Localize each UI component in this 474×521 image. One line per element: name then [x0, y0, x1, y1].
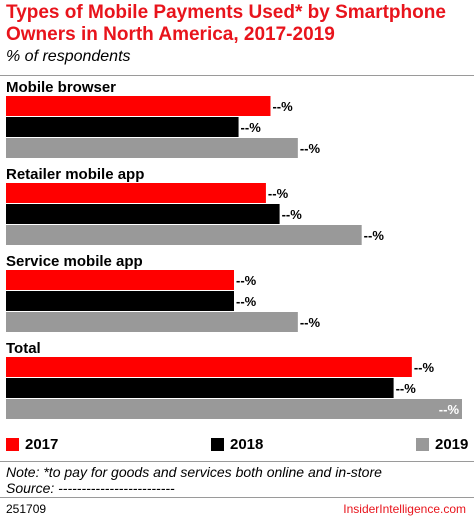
data-label: --%	[439, 402, 460, 417]
brand-link[interactable]: InsiderIntelligence.com	[343, 502, 466, 516]
category-label: Mobile browser	[6, 79, 116, 96]
data-label: --%	[241, 120, 262, 135]
data-label: --%	[396, 381, 417, 396]
legend-label-2017: 2017	[25, 436, 59, 453]
legend-item-2017: 2017	[6, 436, 58, 453]
bar-2019	[6, 399, 462, 419]
bar-2018	[6, 204, 280, 224]
chart-id: 251709	[6, 502, 47, 516]
category-label: Total	[6, 340, 41, 357]
bar-2017	[6, 357, 412, 377]
data-label: --%	[268, 186, 289, 201]
legend-swatch-2019	[416, 438, 429, 451]
data-label: --%	[282, 207, 303, 222]
bar-2018	[6, 117, 239, 137]
legend-item-2018: 2018	[211, 436, 263, 453]
chart-title: Types of Mobile Payments Used* by Smartp…	[6, 2, 446, 45]
bar-2018	[6, 291, 234, 311]
category-label: Retailer mobile app	[6, 166, 144, 183]
legend-label-2018: 2018	[230, 436, 264, 453]
bottom-divider	[0, 497, 474, 498]
chart-note: Note: *to pay for goods and services bot…	[6, 464, 382, 480]
bar-2017	[6, 96, 271, 116]
data-label: --%	[272, 99, 293, 114]
bar-2018	[6, 378, 394, 398]
legend-label-2019: 2019	[435, 436, 469, 453]
data-label: --%	[236, 273, 257, 288]
chart-source: Source: -------------------------	[6, 480, 175, 496]
legend-swatch-2018	[211, 438, 224, 451]
bar-2019	[6, 225, 362, 245]
category-label: Service mobile app	[6, 253, 143, 270]
legend-item-2019: 2019	[416, 436, 468, 453]
data-label: --%	[300, 141, 321, 156]
legend-swatch-2017	[6, 438, 19, 451]
footer-divider	[0, 461, 474, 462]
data-label: --%	[414, 360, 435, 375]
bar-chart: Mobile browser --% --% --% Retailer mobile a…	[6, 79, 462, 419]
bar-2017	[6, 183, 266, 203]
chart-subtitle: % of respondents	[6, 48, 131, 65]
legend: 2017 2018 2019	[0, 436, 474, 454]
bar-2019	[6, 312, 298, 332]
bar-2017	[6, 270, 234, 290]
data-label: --%	[236, 294, 257, 309]
bar-2019	[6, 138, 298, 158]
data-label: --%	[364, 228, 385, 243]
data-label: --%	[300, 315, 321, 330]
top-divider	[0, 75, 474, 76]
